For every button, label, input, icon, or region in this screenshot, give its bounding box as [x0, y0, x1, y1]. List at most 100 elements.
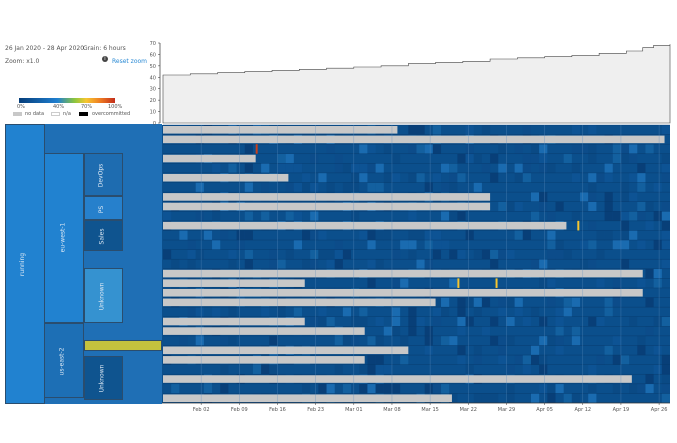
- x-tick-label: Apr 05: [536, 407, 553, 413]
- heatmap-cell: [522, 153, 531, 164]
- heatmap-cell: [473, 249, 482, 260]
- no-data-bar: [163, 173, 289, 182]
- info-icon[interactable]: i: [102, 56, 108, 62]
- heatmap-cell: [645, 144, 654, 154]
- heatmap-cell: [506, 393, 515, 403]
- heatmap-cell: [220, 364, 229, 375]
- heatmap-cell: [629, 211, 638, 221]
- heatmap-cell: [637, 211, 646, 221]
- heatmap-cell: [563, 249, 572, 260]
- heatmap-cell: [367, 278, 376, 288]
- heatmap-cell: [228, 335, 237, 346]
- heatmap-cell: [367, 383, 376, 394]
- heatmap-cell: [375, 182, 384, 193]
- heatmap-cell: [620, 220, 630, 231]
- no-data-bar: [163, 135, 665, 144]
- region-block-us-east-2[interactable]: us-east-2: [44, 323, 84, 398]
- heatmap-cell: [359, 316, 368, 327]
- heatmap-cell: [432, 316, 442, 327]
- heatmap-cell: [432, 249, 442, 260]
- heatmap-cell: [212, 163, 221, 173]
- heatmap-cell: [645, 326, 654, 336]
- heatmap-cell: [416, 230, 425, 241]
- heatmap-cell: [408, 240, 417, 250]
- state-block-running[interactable]: running: [5, 124, 45, 404]
- heatmap-cell: [293, 163, 303, 173]
- heatmap-cell: [604, 345, 613, 356]
- heatmap-cell: [432, 172, 442, 183]
- heatmap-cell: [212, 211, 221, 221]
- heatmap-cell: [629, 153, 638, 164]
- highlight-cell: [255, 144, 258, 154]
- heatmap-cell: [563, 153, 572, 164]
- heatmap-cell: [441, 335, 450, 346]
- y-tick-label: 30: [150, 87, 156, 93]
- heatmap-cell: [269, 249, 278, 260]
- heatmap-cell: [441, 163, 450, 173]
- heatmap-cell: [310, 211, 319, 221]
- team-block-unknown-us[interactable]: Unknown: [84, 356, 123, 400]
- heatmap-cell: [236, 240, 245, 250]
- heatmap-cell: [506, 297, 515, 308]
- heatmap-cell: [645, 383, 654, 394]
- no-data-swatch: [13, 112, 22, 116]
- heatmap-cell: [637, 163, 646, 173]
- heatmap-cell: [195, 182, 204, 193]
- heatmap-cell: [302, 259, 311, 269]
- heatmap-cell: [530, 307, 540, 317]
- heatmap-cell: [571, 172, 581, 183]
- no-data-bar: [163, 279, 305, 287]
- legend-tick: 0%: [17, 104, 25, 110]
- heatmap-cell: [661, 230, 670, 241]
- heatmap-cell: [637, 201, 646, 212]
- heatmap-cell: [457, 307, 466, 317]
- heatmap-cell: [424, 383, 433, 394]
- heatmap-cell: [588, 153, 597, 164]
- heatmap-cell: [539, 259, 548, 269]
- heatmap-cell: [302, 230, 311, 241]
- heatmap-cell: [620, 259, 630, 269]
- heatmap-cell: [334, 153, 343, 164]
- heatmap-cell: [588, 192, 597, 202]
- x-tick-label: Apr 12: [574, 407, 591, 413]
- team-block-devops[interactable]: DevOps: [84, 153, 123, 196]
- reset-zoom-link[interactable]: Reset zoom: [112, 58, 148, 65]
- y-tick-label: 40: [150, 75, 156, 81]
- heatmap-cell: [514, 297, 523, 308]
- heatmap-cell: [187, 249, 196, 260]
- heatmap-cell: [563, 393, 572, 403]
- heatmap-cell: [571, 211, 581, 221]
- heatmap-cell: [408, 211, 417, 221]
- heatmap-cell: [620, 355, 630, 365]
- heatmap-cell: [441, 211, 450, 221]
- heatmap-cell: [293, 182, 303, 193]
- heatmap-cell: [432, 144, 442, 154]
- heatmap-cell: [367, 163, 376, 173]
- heatmap-cell: [342, 335, 352, 346]
- heatmap-cell: [302, 172, 311, 183]
- na-label: n/a: [63, 111, 71, 117]
- heatmap-cell: [653, 316, 662, 327]
- heatmap-cell: [261, 364, 270, 375]
- heatmap-cell: [359, 163, 368, 173]
- heatmap-cell: [449, 182, 458, 193]
- heatmap-cell: [530, 211, 540, 221]
- team-block-sales[interactable]: Sales: [84, 220, 123, 251]
- heatmap-cell: [539, 316, 548, 327]
- heatmap-cell: [318, 249, 327, 260]
- legend-tick: 100%: [108, 104, 123, 110]
- heatmap-cell: [498, 297, 507, 308]
- x-tick-label: Feb 09: [231, 407, 248, 413]
- heatmap-cell: [457, 316, 466, 327]
- heatmap-cell: [580, 192, 589, 202]
- team-block-yellow[interactable]: [84, 340, 162, 351]
- team-block-ps[interactable]: PS: [84, 196, 123, 220]
- heatmap-cell: [367, 335, 376, 346]
- heatmap-cell: [391, 153, 401, 164]
- heatmap-cell: [490, 249, 499, 260]
- region-block-eu-west-1[interactable]: eu-west-1: [44, 153, 84, 323]
- heatmap-cell: [547, 211, 556, 221]
- heatmap-cell: [383, 364, 392, 375]
- team-block-unknown-eu[interactable]: Unknown: [84, 268, 123, 323]
- heatmap-cell: [530, 144, 540, 154]
